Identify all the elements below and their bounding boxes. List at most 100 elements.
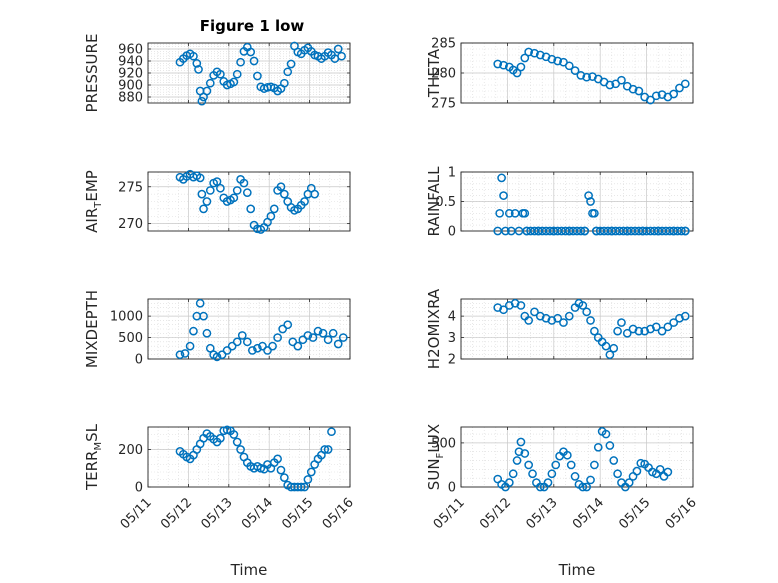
y-label-base: RAINFALL bbox=[425, 166, 443, 237]
data-point bbox=[308, 333, 318, 342]
data-point bbox=[298, 335, 308, 345]
y-axis-label: SUNFLUX bbox=[425, 424, 446, 490]
data-point bbox=[273, 454, 282, 464]
data-point bbox=[564, 311, 574, 321]
data-point bbox=[605, 80, 615, 90]
y-axis-label: H2OMIXRA bbox=[425, 288, 443, 369]
y-label-base: TERR bbox=[83, 451, 101, 492]
data-point bbox=[663, 467, 673, 477]
data-point bbox=[217, 350, 227, 360]
data-point bbox=[266, 211, 276, 221]
data-point bbox=[232, 69, 242, 79]
data-point bbox=[586, 316, 595, 325]
data-point bbox=[280, 78, 289, 88]
data-point bbox=[280, 473, 289, 482]
y-tick-label: 1000 bbox=[110, 310, 143, 325]
data-point bbox=[586, 475, 595, 485]
data-point bbox=[497, 173, 506, 183]
data-point bbox=[601, 429, 611, 439]
y-label-base: SUN bbox=[425, 458, 443, 490]
data-point bbox=[669, 89, 679, 99]
y-axis-label: MIXDEPTH bbox=[83, 290, 101, 368]
data-point bbox=[504, 208, 514, 218]
data-point bbox=[578, 482, 588, 492]
data-point bbox=[189, 51, 198, 61]
data-point bbox=[268, 341, 277, 351]
data-point bbox=[175, 350, 185, 360]
y-label-base: THETA bbox=[425, 48, 443, 98]
y-axis-label: PRESSURE bbox=[83, 34, 101, 113]
data-point bbox=[239, 178, 249, 188]
y-tick-label: 0 bbox=[135, 481, 143, 496]
y-label-base: PRESSURE bbox=[83, 34, 101, 113]
data-point bbox=[576, 71, 586, 80]
data-point bbox=[680, 79, 690, 89]
y-tick-label: 500 bbox=[431, 436, 456, 451]
data-point bbox=[680, 311, 690, 321]
data-point bbox=[584, 191, 593, 200]
data-point bbox=[617, 75, 626, 85]
data-point bbox=[677, 226, 686, 236]
data-point bbox=[192, 59, 202, 68]
data-point bbox=[566, 460, 576, 470]
data-point bbox=[582, 72, 592, 82]
data-point bbox=[323, 335, 333, 345]
y-label-tail: EMP bbox=[83, 170, 101, 201]
axes-box bbox=[147, 298, 351, 360]
data-point bbox=[237, 331, 247, 340]
data-point bbox=[495, 208, 505, 218]
data-point bbox=[605, 441, 615, 450]
data-point bbox=[628, 84, 638, 94]
data-point bbox=[313, 326, 323, 336]
data-point bbox=[269, 204, 279, 214]
y-tick-label: 960 bbox=[118, 43, 143, 58]
data-point bbox=[199, 204, 208, 214]
data-point bbox=[280, 189, 289, 199]
data-point bbox=[283, 320, 293, 330]
data-point bbox=[202, 328, 212, 338]
data-point bbox=[535, 482, 545, 492]
data-point bbox=[197, 189, 207, 199]
data-point bbox=[328, 328, 338, 338]
data-point bbox=[249, 56, 259, 66]
data-point bbox=[202, 197, 212, 206]
y-tick-label: 920 bbox=[118, 67, 143, 82]
data-point bbox=[197, 96, 207, 106]
data-point bbox=[205, 78, 215, 88]
data-point bbox=[253, 343, 262, 353]
data-point bbox=[501, 226, 510, 236]
data-point bbox=[337, 51, 346, 61]
x-axis-label: Time bbox=[230, 561, 268, 579]
data-point bbox=[306, 467, 316, 477]
y-tick-label: 280 bbox=[431, 67, 456, 82]
data-point bbox=[222, 346, 232, 355]
data-point bbox=[624, 478, 634, 487]
data-point bbox=[564, 61, 574, 71]
axes-box bbox=[147, 171, 351, 232]
data-point bbox=[300, 482, 309, 492]
data-point bbox=[580, 226, 590, 236]
data-point bbox=[323, 445, 333, 454]
data-point bbox=[547, 54, 557, 64]
data-point bbox=[528, 469, 537, 479]
data-point bbox=[669, 318, 679, 327]
y-tick-label: 270 bbox=[118, 217, 143, 232]
data-point bbox=[530, 307, 539, 317]
data-point bbox=[520, 449, 530, 458]
y-label-subscript: T bbox=[93, 201, 104, 209]
data-point bbox=[524, 460, 534, 470]
y-axis-label: RAINFALL bbox=[425, 166, 443, 237]
data-point bbox=[516, 62, 526, 72]
subplot-4: 0 0.5 1 RAINFALL bbox=[425, 166, 694, 240]
y-tick-label: 2 bbox=[448, 353, 456, 368]
data-point bbox=[232, 186, 242, 195]
axes-box bbox=[460, 42, 694, 104]
data-point bbox=[508, 469, 518, 479]
data-point bbox=[530, 48, 539, 58]
data-point bbox=[646, 95, 655, 105]
data-point bbox=[651, 322, 661, 332]
data-point bbox=[273, 333, 282, 342]
